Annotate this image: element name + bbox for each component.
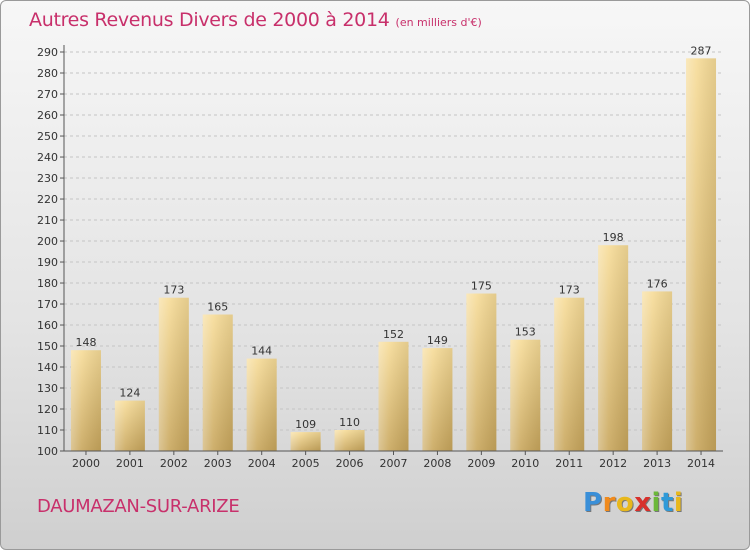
- y-tick-label: 190: [37, 256, 58, 269]
- logo-letter: t: [660, 488, 674, 518]
- y-tick-label: 160: [37, 319, 58, 332]
- x-tick-label: 2009: [467, 457, 495, 470]
- bar-shading: [554, 297, 585, 451]
- data-label: 287: [691, 44, 712, 57]
- y-tick-label: 170: [37, 298, 58, 311]
- bar-shading: [334, 430, 365, 451]
- bar-shading: [158, 297, 189, 451]
- y-tick-label: 110: [37, 424, 58, 437]
- y-tick-label: 150: [37, 340, 58, 353]
- logo-letter: i: [651, 488, 661, 518]
- chart-title-text: Autres Revenus Divers de 2000 à 2014: [29, 9, 390, 31]
- x-tick-label: 2008: [423, 457, 451, 470]
- proxiti-logo: Proxiti: [583, 488, 683, 518]
- data-label: 109: [295, 418, 316, 431]
- logo-letter: i: [673, 488, 684, 518]
- bar-shading: [378, 341, 409, 451]
- x-tick-label: 2014: [687, 457, 715, 470]
- x-tick-label: 2010: [511, 457, 539, 470]
- bar-shading: [202, 314, 233, 451]
- y-tick-label: 180: [37, 277, 58, 290]
- bar-shading: [246, 358, 277, 451]
- y-tick-label: 240: [37, 151, 58, 164]
- x-tick-label: 2013: [643, 457, 671, 470]
- y-tick-label: 100: [37, 445, 58, 458]
- data-label: 110: [339, 416, 360, 429]
- data-label: 152: [383, 328, 404, 341]
- x-tick-label: 2003: [204, 457, 232, 470]
- logo-letter: P: [583, 488, 603, 518]
- y-tick-label: 200: [37, 235, 58, 248]
- x-tick-label: 2007: [380, 457, 408, 470]
- y-tick-label: 210: [37, 214, 58, 227]
- data-label: 176: [647, 277, 668, 290]
- y-axis: 100 110 120 130 140 150 160 170 180 190 200 210 220 2…: [37, 45, 65, 458]
- x-tick-label: 2002: [160, 457, 188, 470]
- y-tick-label: 270: [37, 88, 58, 101]
- y-tick-label: 120: [37, 403, 58, 416]
- data-label: 175: [471, 280, 492, 293]
- chart-title: Autres Revenus Divers de 2000 à 2014 (en …: [29, 9, 482, 31]
- y-tick-label: 230: [37, 172, 58, 185]
- data-label: 173: [163, 284, 184, 297]
- y-tick-label: 140: [37, 361, 58, 374]
- y-tick-label: 250: [37, 130, 58, 143]
- x-tick-label: 2004: [248, 457, 276, 470]
- location-label: DAUMAZAN-SUR-ARIZE: [37, 496, 240, 517]
- logo-letter: o: [615, 488, 635, 518]
- x-tick-label: 2000: [72, 457, 100, 470]
- data-label: 148: [75, 336, 96, 349]
- y-tick-label: 290: [37, 46, 58, 59]
- bar-shading: [686, 58, 717, 451]
- x-axis: 2000 2001 2002 2003 2004 2005 2006 2007 2008 2009…: [64, 450, 723, 470]
- data-label: 165: [207, 301, 228, 314]
- bar-shading: [70, 350, 101, 451]
- bars: 148 124 173 165 144 109 110 152 149 175 153 173 198 1…: [70, 44, 717, 451]
- y-tick-label: 280: [37, 67, 58, 80]
- x-tick-label: 2001: [116, 457, 144, 470]
- y-tick-label: 130: [37, 382, 58, 395]
- data-label: 124: [119, 387, 140, 400]
- data-label: 149: [427, 334, 448, 347]
- bar-shading: [642, 291, 673, 451]
- data-label: 144: [251, 345, 272, 358]
- data-label: 153: [515, 326, 536, 339]
- logo-letter: x: [634, 488, 652, 518]
- logo-letter: r: [602, 488, 616, 518]
- data-label: 173: [559, 284, 580, 297]
- x-tick-label: 2005: [292, 457, 320, 470]
- y-tick-label: 220: [37, 193, 58, 206]
- bar-shading: [510, 339, 541, 451]
- x-tick-label: 2011: [555, 457, 583, 470]
- bar-shading: [422, 348, 453, 451]
- x-tick-label: 2012: [599, 457, 627, 470]
- data-label: 198: [603, 231, 624, 244]
- chart-subtitle: (en milliers d'€): [395, 16, 482, 29]
- x-tick-label: 2006: [336, 457, 364, 470]
- bar-shading: [598, 245, 629, 451]
- bar-shading: [290, 432, 321, 451]
- y-tick-label: 260: [37, 109, 58, 122]
- bar-shading: [466, 293, 497, 451]
- bar-shading: [114, 400, 145, 451]
